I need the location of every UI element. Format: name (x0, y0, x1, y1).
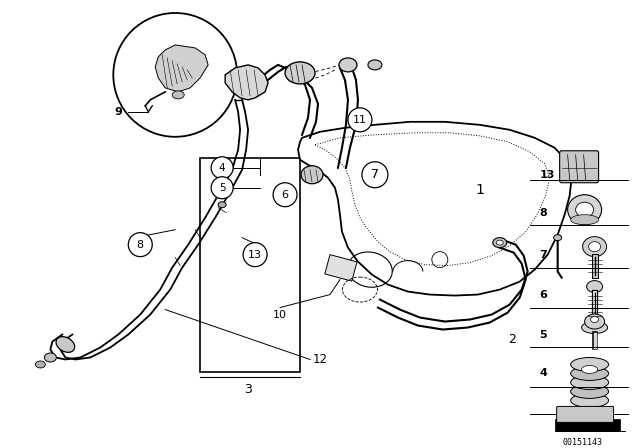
Ellipse shape (571, 215, 598, 225)
Text: 3: 3 (244, 383, 252, 396)
Circle shape (211, 177, 233, 199)
Ellipse shape (571, 384, 609, 398)
Ellipse shape (554, 235, 562, 241)
Text: 4: 4 (540, 368, 548, 379)
Ellipse shape (218, 202, 226, 208)
Text: 13: 13 (540, 170, 555, 180)
Text: 12: 12 (312, 353, 328, 366)
Ellipse shape (571, 375, 609, 389)
Ellipse shape (285, 62, 315, 84)
Text: 6: 6 (540, 289, 548, 300)
Text: 6: 6 (282, 190, 289, 200)
Text: 9: 9 (115, 107, 122, 117)
Ellipse shape (339, 58, 357, 72)
Ellipse shape (56, 336, 75, 352)
Text: 13: 13 (248, 250, 262, 260)
Ellipse shape (591, 317, 598, 323)
Ellipse shape (44, 353, 56, 362)
Ellipse shape (584, 314, 605, 329)
Text: 8: 8 (137, 240, 144, 250)
Bar (325, 254, 357, 281)
Bar (200, 158, 300, 372)
Text: 7: 7 (540, 250, 547, 260)
Ellipse shape (582, 237, 607, 257)
Polygon shape (156, 45, 208, 92)
Ellipse shape (493, 237, 507, 248)
Text: 4: 4 (219, 163, 225, 173)
Bar (555, 419, 620, 431)
Text: 11: 11 (353, 115, 367, 125)
Circle shape (211, 157, 233, 179)
Ellipse shape (571, 366, 609, 380)
Polygon shape (298, 122, 572, 296)
Ellipse shape (589, 241, 600, 252)
Circle shape (273, 183, 297, 207)
Circle shape (128, 233, 152, 257)
Circle shape (348, 108, 372, 132)
Circle shape (113, 13, 237, 137)
Text: 10: 10 (273, 310, 287, 319)
Ellipse shape (582, 322, 607, 333)
Circle shape (243, 243, 267, 267)
FancyBboxPatch shape (557, 406, 614, 422)
Ellipse shape (582, 366, 598, 374)
Circle shape (362, 162, 388, 188)
FancyBboxPatch shape (559, 151, 598, 183)
Text: 7: 7 (371, 168, 379, 181)
Ellipse shape (172, 91, 184, 99)
Ellipse shape (571, 358, 609, 371)
Polygon shape (225, 65, 268, 100)
Ellipse shape (568, 195, 602, 225)
Ellipse shape (368, 60, 382, 70)
Ellipse shape (301, 166, 323, 184)
Text: 5: 5 (219, 183, 225, 193)
Text: 00151143: 00151143 (563, 438, 603, 447)
Text: 1: 1 (476, 183, 484, 197)
Ellipse shape (571, 393, 609, 407)
Ellipse shape (496, 240, 503, 245)
Ellipse shape (35, 361, 45, 368)
Text: 8: 8 (540, 208, 547, 218)
Text: 5: 5 (540, 330, 547, 340)
Text: 2: 2 (508, 333, 516, 346)
Ellipse shape (587, 280, 603, 293)
Ellipse shape (575, 202, 594, 217)
